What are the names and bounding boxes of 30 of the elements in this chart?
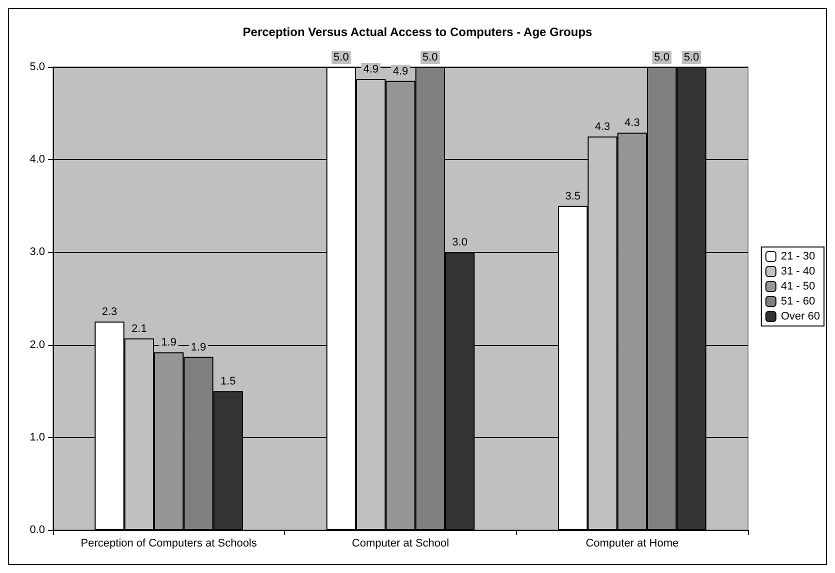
data-label: 5.0 [684,52,700,64]
legend-label: 41 - 50 [780,280,816,292]
data-label: 2.1 [132,322,147,335]
y-tick-label: 0.0 [30,524,45,536]
data-label: 2.3 [102,306,118,318]
data-label: 4.9 [392,65,408,78]
y-tick-label: 4.0 [30,154,45,166]
data-label: 1.9 [190,341,206,354]
legend-label: 51 - 60 [780,296,816,308]
data-label: 1.9 [161,336,176,349]
legend-label: 21 - 30 [780,250,816,262]
data-label: 5.0 [334,52,349,64]
x-tick-label: Computer at Home [586,538,679,550]
x-tick-label: Computer at School [352,538,450,550]
data-label: 4.9 [363,64,378,76]
data-label: 3.5 [565,190,581,202]
y-tick-label: 5.0 [30,61,45,73]
data-label: 3.0 [452,236,468,249]
legend-label: 31 - 40 [780,266,816,278]
data-label: 5.0 [654,52,670,64]
x-tick-label: Perception of Computers at Schools [80,538,258,550]
data-label: 5.0 [422,52,438,64]
data-label: 4.3 [594,120,610,133]
y-tick-label: 2.0 [30,338,45,351]
y-tick-label: 3.0 [30,246,45,258]
chart-title: Perception Versus Actual Access to Computers - Age Groups [242,25,593,39]
data-label: 1.5 [220,376,236,388]
data-label: 4.3 [624,117,640,130]
y-tick-label: 1.0 [30,431,45,444]
legend-label: Over 60 [780,310,820,322]
